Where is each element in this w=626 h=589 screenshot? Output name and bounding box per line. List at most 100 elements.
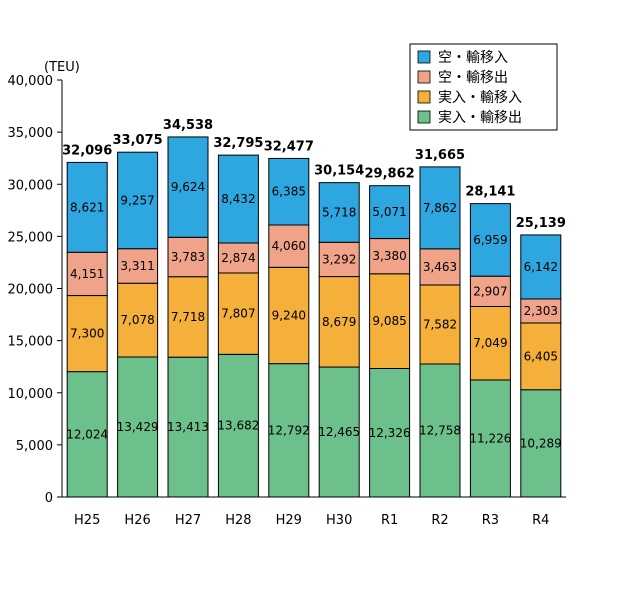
y-tick-label: 35,000 xyxy=(8,126,54,141)
segment-value-label: 5,071 xyxy=(372,205,406,219)
x-tick-label: H29 xyxy=(276,513,302,528)
total-value-label: 33,075 xyxy=(113,133,163,148)
segment-value-label: 13,413 xyxy=(167,420,209,434)
y-axis-unit-label: (TEU) xyxy=(44,60,80,75)
bar-segment xyxy=(469,203,511,277)
segment-value-label: 11,226 xyxy=(469,431,511,445)
segment-value-label: 7,862 xyxy=(423,201,457,215)
x-tick-label: R4 xyxy=(532,513,549,528)
bar-segment xyxy=(167,356,209,498)
bar-segment xyxy=(369,368,411,498)
x-tick-label: R2 xyxy=(431,513,448,528)
x-tick-label: H30 xyxy=(326,513,352,528)
segment-value-label: 9,240 xyxy=(272,308,306,322)
segment-value-label: 12,326 xyxy=(369,426,411,440)
bar-segment xyxy=(369,273,411,370)
x-tick-label: H26 xyxy=(124,513,150,528)
total-value-label: 28,141 xyxy=(465,185,515,200)
segment-value-label: 5,718 xyxy=(322,205,356,219)
bar-segment xyxy=(369,185,411,240)
bars: 12,024 7,300 4,151 8,621 32,096 13,429 7,078 3,… xyxy=(62,118,566,498)
total-value-label: 31,665 xyxy=(415,148,465,163)
total-value-label: 30,154 xyxy=(314,164,364,179)
bar-segment xyxy=(66,295,108,373)
segment-value-label: 2,874 xyxy=(221,251,255,265)
segment-value-label: 2,907 xyxy=(473,284,507,298)
total-value-label: 25,139 xyxy=(516,216,566,231)
legend-label: 実入・輸移入 xyxy=(438,90,522,106)
bar-segment xyxy=(217,154,259,244)
bar-segment xyxy=(520,234,562,300)
total-value-label: 29,862 xyxy=(365,167,415,182)
segment-value-label: 7,718 xyxy=(171,310,205,324)
segment-value-label: 7,582 xyxy=(423,317,457,331)
bar-segment xyxy=(167,136,209,238)
bar-segment xyxy=(268,157,310,226)
segment-value-label: 13,429 xyxy=(117,420,159,434)
segment-value-label: 2,303 xyxy=(524,304,558,318)
legend-swatch xyxy=(417,110,431,124)
y-tick-label: 20,000 xyxy=(8,283,54,298)
legend-swatch xyxy=(417,70,431,84)
x-tick-label: H28 xyxy=(225,513,251,528)
segment-value-label: 7,078 xyxy=(120,313,154,327)
bar-segment xyxy=(469,305,511,381)
y-tick-label: 5,000 xyxy=(16,439,53,454)
segment-value-label: 6,142 xyxy=(524,260,558,274)
bar-segment xyxy=(66,161,108,253)
legend-box xyxy=(409,43,558,131)
bar-segment xyxy=(520,389,562,498)
legend-swatch xyxy=(417,90,431,104)
bar-segment xyxy=(419,363,461,498)
segment-value-label: 3,311 xyxy=(120,259,154,273)
legend-label: 実入・輸移出 xyxy=(438,110,522,126)
y-tick-label: 30,000 xyxy=(8,178,54,193)
x-tick-label: H27 xyxy=(175,513,201,528)
segment-value-label: 12,465 xyxy=(318,425,360,439)
segment-value-label: 9,624 xyxy=(171,180,205,194)
bar-segment xyxy=(318,276,360,368)
segment-value-label: 8,679 xyxy=(322,315,356,329)
segment-value-label: 7,300 xyxy=(70,327,104,341)
bar-segment xyxy=(520,298,562,324)
total-value-label: 32,096 xyxy=(62,143,112,158)
bar-segment xyxy=(66,251,108,297)
segment-value-label: 4,060 xyxy=(272,239,306,253)
bar-segment xyxy=(469,379,511,498)
y-tick-label: 40,000 xyxy=(8,74,54,89)
bar-segment xyxy=(469,275,511,307)
x-tick-label: R1 xyxy=(381,513,398,528)
bar-segment xyxy=(419,284,461,365)
bar-segment xyxy=(369,238,411,275)
segment-value-label: 6,405 xyxy=(524,349,558,363)
y-tick-label: 10,000 xyxy=(8,387,54,402)
segment-value-label: 6,959 xyxy=(473,233,507,247)
bar-segment xyxy=(167,236,209,278)
bar-segment xyxy=(419,166,461,250)
segment-value-label: 9,085 xyxy=(372,314,406,328)
segment-value-label: 12,792 xyxy=(268,423,310,437)
bar-segment xyxy=(167,276,209,358)
bar-segment xyxy=(117,356,159,498)
bar-segment xyxy=(117,248,159,284)
bar-segment xyxy=(318,241,360,278)
segment-value-label: 3,783 xyxy=(171,250,205,264)
bar-segment xyxy=(117,282,159,358)
segment-value-label: 4,151 xyxy=(70,267,104,281)
total-value-label: 32,477 xyxy=(264,139,314,154)
segment-value-label: 3,463 xyxy=(423,260,457,274)
segment-value-label: 3,380 xyxy=(372,249,406,263)
segment-value-label: 7,049 xyxy=(473,336,507,350)
segment-value-label: 6,385 xyxy=(272,185,306,199)
x-tick-label: R3 xyxy=(482,513,499,528)
y-tick-label: 25,000 xyxy=(8,230,54,245)
legend-label: 空・輸移入 xyxy=(438,50,508,66)
legend-swatch xyxy=(417,50,431,64)
segment-value-label: 12,024 xyxy=(66,427,108,441)
segment-value-label: 7,807 xyxy=(221,307,255,321)
segment-value-label: 10,289 xyxy=(520,436,562,450)
legend-label: 空・輸移出 xyxy=(438,70,508,86)
bar-segment xyxy=(217,353,259,498)
